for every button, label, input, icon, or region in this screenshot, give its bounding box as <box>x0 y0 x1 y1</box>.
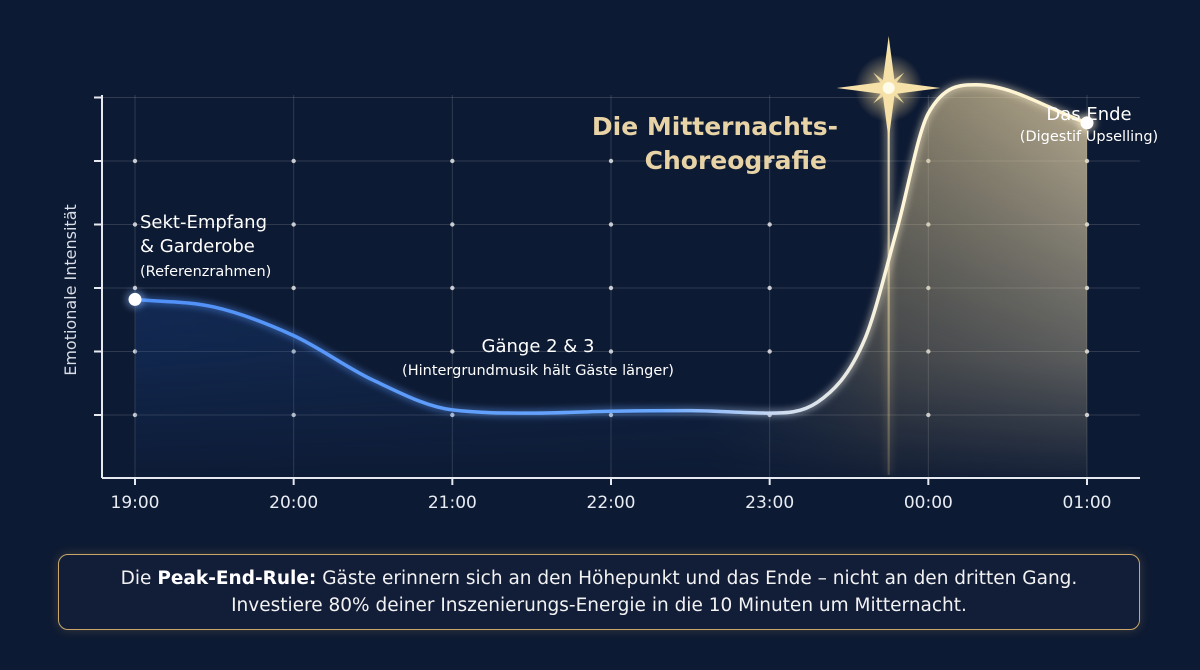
grid-sparkle <box>767 285 772 291</box>
x-tick-label: 21:00 <box>428 493 477 513</box>
grid-sparkle <box>608 349 614 354</box>
star-icon <box>836 36 941 140</box>
grid-sparkle <box>132 158 138 164</box>
annotation-sekt-sub: (Referenzrahmen) <box>140 264 271 280</box>
start-point-marker <box>128 292 142 306</box>
star-core <box>882 82 895 94</box>
grid-sparkle <box>132 222 138 227</box>
grid-sparkle <box>450 285 455 291</box>
grid-sparkle <box>767 349 772 354</box>
grid-sparkle <box>291 285 296 291</box>
grid-sparkle <box>608 158 614 164</box>
grid-sparkle <box>291 222 296 227</box>
callout-line-1: Die Peak-End-Rule: Gäste erinnern sich a… <box>59 565 1139 592</box>
x-tick-label: 22:00 <box>587 493 636 513</box>
chart-title-line1: Die Mitternachts- <box>592 112 838 141</box>
y-axis-label: Emotionale Intensität <box>61 204 80 376</box>
annotation-ende-line1: Das Ende <box>1046 104 1131 125</box>
x-tick-label: 23:00 <box>745 493 794 513</box>
peak-end-chart: 19:00 20:00 21:00 22:00 23:00 00:00 01:00 Emot… <box>61 36 1158 513</box>
callout-rule-name: Peak-End-Rule: <box>157 568 317 589</box>
annotation-gaenge-sub: (Hintergrundmusik hält Gäste länger) <box>402 363 674 379</box>
x-tick-label: 01:00 <box>1063 493 1112 513</box>
grid-sparkle <box>450 222 455 227</box>
grid-sparkle <box>767 158 772 164</box>
x-tick-label: 19:00 <box>111 493 160 513</box>
annotation-sekt-line1: Sekt-Empfang <box>140 212 267 233</box>
grid-sparkle <box>608 285 614 291</box>
grid-sparkle <box>291 158 296 164</box>
annotation-sekt-line2: & Garderobe <box>140 236 255 257</box>
grid-sparkle <box>132 285 138 291</box>
end-point-marker <box>1080 116 1094 130</box>
grid-sparkle <box>608 222 614 227</box>
annotation-ende-sub: (Digestif Upselling) <box>1020 129 1158 145</box>
grid-sparkle <box>450 349 455 354</box>
intensity-line <box>133 83 1089 415</box>
axes <box>94 95 1140 485</box>
curve-area-fill <box>135 84 1087 477</box>
callout-line-2: Investiere 80% deiner Inszenierungs-Ener… <box>231 595 967 616</box>
x-tick-labels: 19:00 20:00 21:00 22:00 23:00 00:00 01:00 <box>111 493 1112 513</box>
callout-text: Gäste erinnern sich an den Höhepunkt und… <box>316 568 1078 589</box>
peak-end-rule-callout: Die Peak-End-Rule: Gäste erinnern sich a… <box>58 554 1140 630</box>
peak-beam <box>883 92 894 475</box>
x-tick-label: 00:00 <box>904 493 953 513</box>
grid-sparkle <box>450 158 455 164</box>
callout-prefix: Die <box>120 568 158 589</box>
annotation-gaenge-line1: Gänge 2 & 3 <box>482 336 595 357</box>
x-tick-label: 20:00 <box>269 493 318 513</box>
chart-title-line2: Choreografie <box>645 146 827 175</box>
grid-sparkle <box>767 222 772 227</box>
